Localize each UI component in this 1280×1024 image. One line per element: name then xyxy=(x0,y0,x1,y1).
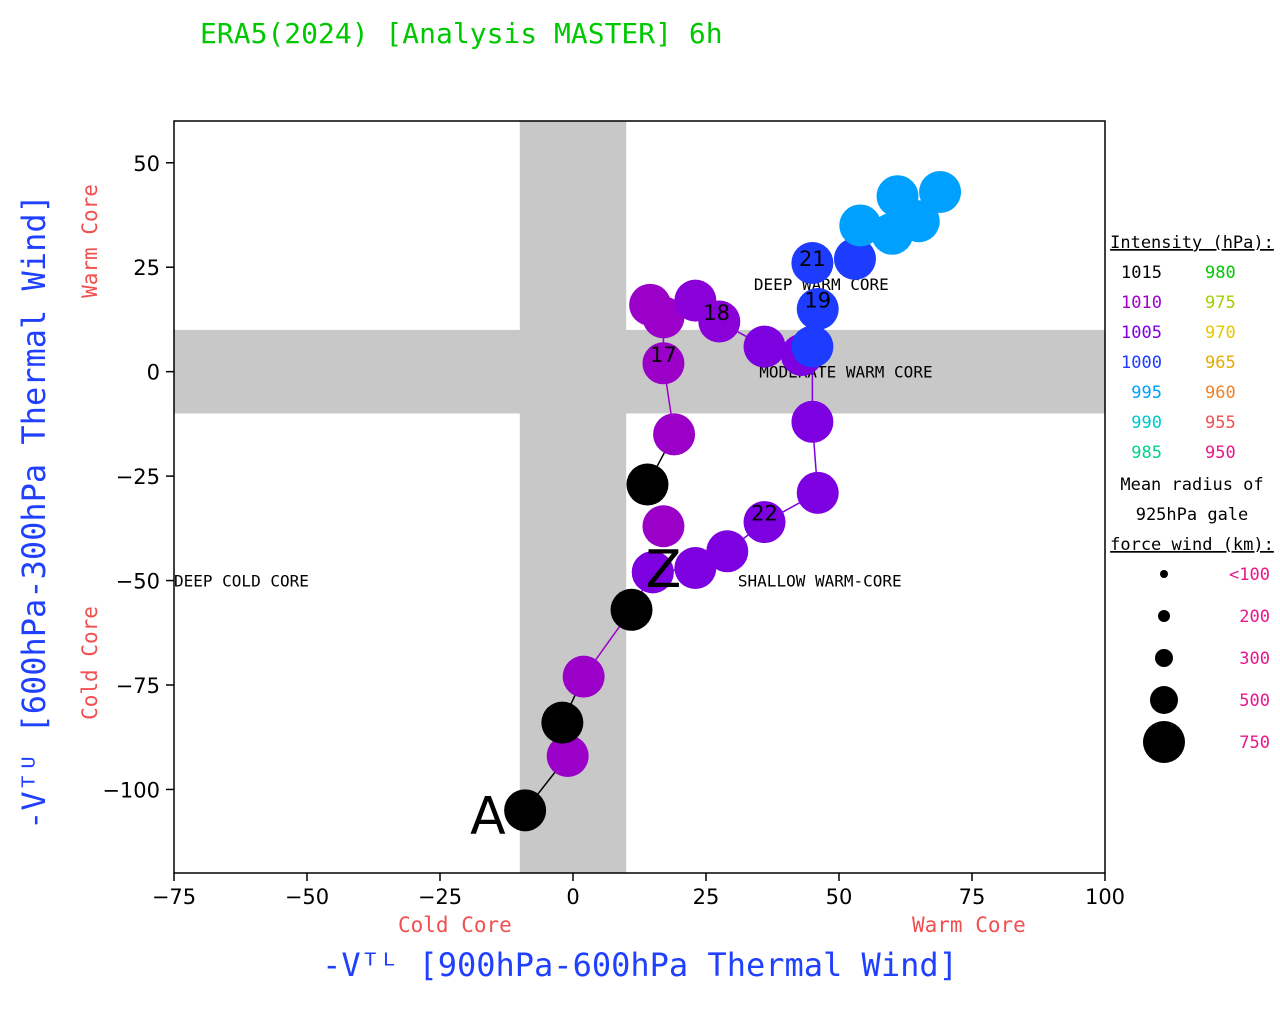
y-tick-label: −100 xyxy=(102,778,160,802)
x-tick-label: 0 xyxy=(566,885,579,909)
y-axis-ticks: 50 25 0 −25 −50 −75 −100 xyxy=(102,152,174,802)
track-point xyxy=(796,471,839,514)
track-point xyxy=(791,325,834,368)
track-point-labels: A Z 17 18 19 21 22 xyxy=(470,247,831,847)
x-cold-core-label: Cold Core xyxy=(398,913,512,937)
legend-intensity-value: 980 xyxy=(1205,263,1236,283)
track-point-label: Z xyxy=(646,540,682,600)
y-warm-core-label: Warm Core xyxy=(78,184,102,298)
legend-intensity-value: 960 xyxy=(1205,383,1236,403)
legend-intensity-value: 965 xyxy=(1205,353,1236,373)
track-point xyxy=(504,789,547,832)
legend-radius-dot xyxy=(1150,686,1178,714)
legend-radius-title-2: 925hPa gale xyxy=(1136,505,1249,525)
x-tick-label: −25 xyxy=(418,885,462,909)
track-point xyxy=(562,655,605,698)
legend-intensity-entries: 1015 980 1010 975 1005 970 1000 965 995 960 990 955… xyxy=(1121,263,1236,463)
x-tick-label: −75 xyxy=(152,885,196,909)
track-point xyxy=(631,551,674,594)
legend-radius-dot xyxy=(1160,570,1168,578)
x-axis-ticks: −75 −50 −25 0 25 50 75 100 xyxy=(152,873,1125,909)
legend-radius-entries: <100 200 300 500 750 xyxy=(1143,565,1270,763)
track-point xyxy=(546,735,589,778)
x-warm-core-label: Warm Core xyxy=(912,913,1026,937)
track-point xyxy=(919,171,962,214)
track-point-label: 21 xyxy=(799,247,826,271)
legend-radius-dot xyxy=(1143,721,1185,763)
plot-frame xyxy=(173,120,1106,874)
track-point-label: 18 xyxy=(703,301,730,325)
track-point xyxy=(791,242,834,285)
horizontal-shaded-band xyxy=(174,329,1105,414)
track-point xyxy=(642,342,685,385)
x-tick-label: 25 xyxy=(693,885,720,909)
legend-radius-label: 300 xyxy=(1239,649,1270,669)
y-tick-label: 25 xyxy=(133,256,160,280)
x-tick-label: −50 xyxy=(285,885,329,909)
track-point xyxy=(743,325,786,368)
y-cold-core-label: Cold Core xyxy=(78,606,102,720)
track-point xyxy=(610,588,653,631)
legend-radius-label: 500 xyxy=(1239,691,1270,711)
track-point xyxy=(839,204,882,247)
chart-title: ERA5(2024) [Analysis MASTER] 6h xyxy=(200,17,723,50)
legend-intensity-value: 1015 xyxy=(1121,263,1162,283)
y-tick-label: −50 xyxy=(116,570,160,594)
legend-radius-label: 200 xyxy=(1239,607,1270,627)
legend-radius-dot xyxy=(1158,610,1170,622)
track-point-label: 19 xyxy=(804,289,831,313)
legend-radius-title-1: Mean radius of xyxy=(1120,475,1263,495)
track-points xyxy=(504,171,962,832)
track-point xyxy=(629,283,672,326)
legend-radius-label: 750 xyxy=(1239,733,1270,753)
y-tick-label: 0 xyxy=(147,361,160,385)
legend-intensity-value: 995 xyxy=(1131,383,1162,403)
track-point xyxy=(706,530,749,573)
legend-intensity-value: 975 xyxy=(1205,293,1236,313)
track-point xyxy=(642,505,685,548)
legend-radius-title-3: force wind (km): xyxy=(1110,535,1274,555)
y-tick-label: −75 xyxy=(116,674,160,698)
track-point-label: A xyxy=(470,787,506,847)
legend-intensity-value: 970 xyxy=(1205,323,1236,343)
track-point-label: 17 xyxy=(650,343,677,367)
legend-intensity-title: Intensity (hPa): xyxy=(1110,233,1274,253)
track-point xyxy=(674,547,717,590)
legend-intensity-value: 1010 xyxy=(1121,293,1162,313)
track-point-label: 22 xyxy=(751,502,778,526)
track-point xyxy=(626,463,669,506)
legend-intensity-value: 1000 xyxy=(1121,353,1162,373)
track-point xyxy=(541,701,584,744)
x-tick-label: 50 xyxy=(826,885,853,909)
quadrant-label: SHALLOW WARM-CORE xyxy=(738,572,902,591)
y-tick-label: 50 xyxy=(133,152,160,176)
legend-intensity-value: 990 xyxy=(1131,413,1162,433)
track-point xyxy=(897,200,940,243)
legend-intensity-value: 955 xyxy=(1205,413,1236,433)
track-point xyxy=(653,413,696,456)
legend-intensity-value: 950 xyxy=(1205,443,1236,463)
track-point xyxy=(698,300,741,343)
y-axis-label: -Vᵀᵁ [600hPa-300hPa Thermal Wind] xyxy=(15,194,53,830)
legend-radius-dot xyxy=(1155,649,1173,667)
track-point xyxy=(791,400,834,443)
quadrant-label: DEEP COLD CORE xyxy=(174,572,309,591)
y-tick-label: −25 xyxy=(116,465,160,489)
x-tick-label: 75 xyxy=(959,885,986,909)
legend-radius-label: <100 xyxy=(1229,565,1270,585)
legend-intensity-value: 1005 xyxy=(1121,323,1162,343)
track-point xyxy=(743,501,786,544)
track-point xyxy=(796,288,839,330)
legend-intensity-value: 985 xyxy=(1131,443,1162,463)
x-axis-label: -Vᵀᴸ [900hPa-600hPa Thermal Wind] xyxy=(322,946,958,984)
x-tick-label: 100 xyxy=(1085,885,1125,909)
track-point xyxy=(833,237,876,280)
